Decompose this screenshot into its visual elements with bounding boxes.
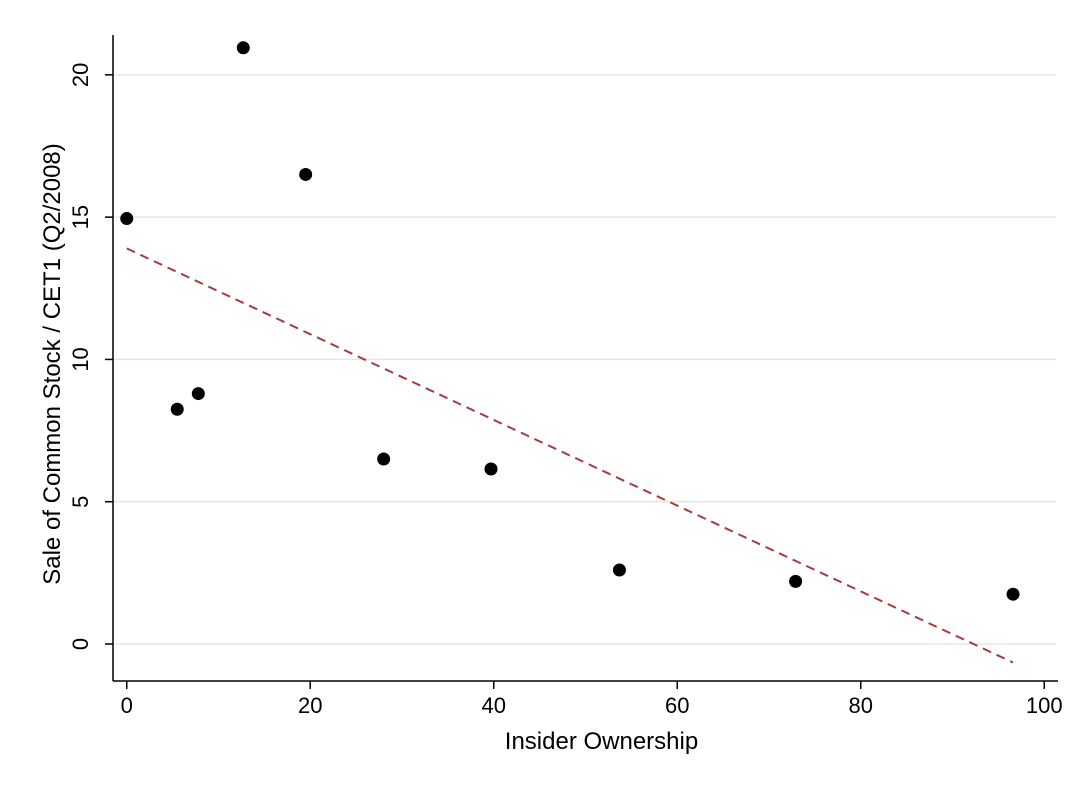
data-point (789, 574, 803, 588)
data-point (1006, 587, 1020, 601)
data-point (377, 452, 391, 466)
grid-layer (113, 74, 1056, 645)
x-tick-label: 0 (121, 693, 133, 718)
y-tick-label: 15 (68, 205, 93, 229)
y-tick-label: 20 (68, 63, 93, 87)
fit-line-layer (126, 247, 1014, 664)
data-point (120, 212, 134, 226)
y-axis-title: Sale of Common Stock / CET1 (Q2/2008) (39, 143, 66, 585)
points-layer (120, 41, 1020, 601)
x-tick-label: 20 (298, 693, 322, 718)
data-point (191, 387, 205, 401)
x-tick-label: 80 (849, 693, 873, 718)
y-tick-label: 0 (68, 638, 93, 650)
data-point (299, 167, 313, 181)
data-point (170, 402, 184, 416)
data-point (612, 563, 626, 577)
x-tick-label: 40 (482, 693, 506, 718)
x-axis-title: Insider Ownership (505, 728, 698, 755)
data-point (236, 41, 250, 55)
axes-layer (105, 35, 1058, 689)
labels-layer: 0 5 10 15 20 0 20 40 60 80 100 Insider Ownership Sal… (39, 63, 1063, 755)
data-point (484, 462, 498, 476)
fit-line (126, 247, 1014, 664)
y-tick-label: 5 (68, 496, 93, 508)
y-tick-label: 10 (68, 347, 93, 371)
x-tick-label: 60 (665, 693, 689, 718)
x-tick-label: 100 (1026, 693, 1063, 718)
